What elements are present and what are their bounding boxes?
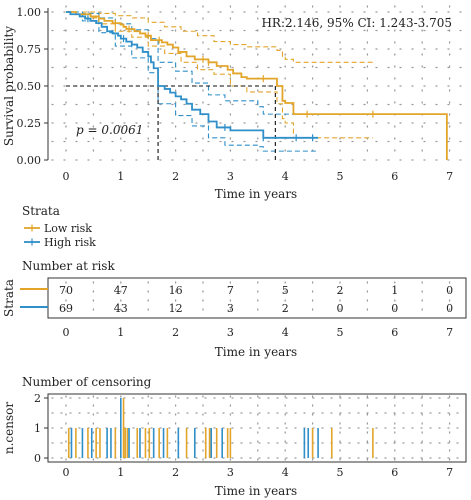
censoring-x-tick-label: 3	[227, 466, 234, 479]
km-x-tick-label: 2	[172, 170, 179, 183]
km-y-tick-label: 0.50	[17, 80, 42, 93]
risk-table-x-label: Time in years	[215, 345, 297, 359]
risk-value: 43	[114, 302, 128, 315]
risk-table-row-keys	[20, 288, 48, 308]
km-y-ticks: 0.00 0.25 0.50 0.75 1.00	[17, 6, 48, 167]
risk-x-tick-label: 7	[446, 326, 453, 339]
risk-value: 0	[337, 302, 344, 315]
risk-value: 47	[114, 284, 128, 297]
km-y-tick-label: 1.00	[17, 6, 42, 19]
km-x-tick-label: 6	[391, 170, 398, 183]
censoring-x-tick-label: 2	[172, 466, 179, 479]
censoring-y-ticks: 0 1 2	[34, 392, 48, 465]
legend-label: Low risk	[44, 222, 92, 235]
risk-value: 12	[169, 302, 183, 315]
survival-curve-high-risk	[66, 11, 319, 139]
censoring-y-tick-label: 1	[34, 422, 41, 435]
censoring-frame	[47, 393, 467, 463]
km-x-tick-label: 1	[117, 170, 124, 183]
km-y-tick-label: 0.25	[17, 117, 42, 130]
km-x-tick-label: 5	[337, 170, 344, 183]
km-median-lines	[66, 85, 276, 160]
censoring-x-tick-label: 6	[391, 466, 398, 479]
km-x-axis-label: Time in years	[215, 187, 297, 201]
km-y-tick-label: 0.00	[17, 154, 42, 167]
risk-table-x-ticks: 0 1 2 3 4 5 6 7	[63, 326, 454, 339]
risk-value: 0	[446, 284, 453, 297]
km-x-tick-label: 7	[446, 170, 453, 183]
censoring-x-tick-label: 5	[337, 466, 344, 479]
risk-value: 3	[227, 302, 234, 315]
km-curves	[66, 11, 448, 160]
censoring-grid	[51, 395, 463, 461]
km-x-tick-label: 0	[63, 170, 70, 183]
km-x-tick-label: 4	[282, 170, 289, 183]
censoring-title: Number of censoring	[22, 375, 152, 389]
risk-value: 2	[282, 302, 289, 315]
risk-value: 2	[337, 284, 344, 297]
ci-lower-low-risk	[66, 11, 373, 139]
censoring-x-label: Time in years	[215, 484, 297, 498]
censoring-y-label: n.censor	[2, 402, 16, 454]
ci-upper-low-risk	[66, 11, 373, 63]
risk-x-tick-label: 2	[172, 326, 179, 339]
survival-curve-low-risk	[66, 11, 448, 160]
risk-value: 1	[391, 284, 398, 297]
risk-value: 0	[446, 302, 453, 315]
km-panel: 0.00 0.25 0.50 0.75 1.00 0 1 2 3 4 5 6 7 Survival p…	[2, 5, 467, 201]
km-censor-marks	[87, 15, 374, 142]
risk-x-tick-label: 4	[282, 326, 289, 339]
risk-value: 0	[391, 302, 398, 315]
risk-value: 16	[169, 284, 183, 297]
risk-value: 7	[227, 284, 234, 297]
censoring-x-ticks: 0 1 2 3 4 5 6 7	[63, 466, 454, 479]
km-y-tick-label: 0.75	[17, 43, 42, 56]
risk-x-tick-label: 1	[117, 326, 124, 339]
censoring-y-tick-label: 0	[34, 452, 41, 465]
risk-x-tick-label: 6	[391, 326, 398, 339]
risk-value: 69	[59, 302, 73, 315]
risk-table-grid	[65, 281, 451, 317]
risk-table-values: 70 47 16 7 5 2 1 0 69 43 12 3 2 0 0 0	[59, 284, 453, 315]
censoring-y-tick-label: 2	[34, 392, 41, 405]
km-y-axis-label: Survival probability	[2, 26, 16, 146]
censoring-x-tick-label: 4	[282, 466, 289, 479]
ci-lower-high-risk	[66, 11, 319, 152]
risk-value: 70	[59, 284, 73, 297]
risk-x-tick-label: 5	[337, 326, 344, 339]
risk-x-tick-label: 0	[63, 326, 70, 339]
censoring-x-tick-label: 1	[117, 466, 124, 479]
censoring-x-tick-label: 7	[446, 466, 453, 479]
hr-annotation: HR:2.146, 95% CI: 1.243-3.705	[261, 16, 452, 30]
p-value-annotation: p = 0.0061	[76, 123, 143, 137]
legend-title: Strata	[22, 204, 60, 218]
censoring-bars	[67, 398, 374, 458]
risk-table-y-label: Strata	[2, 279, 16, 317]
risk-value: 5	[282, 284, 289, 297]
km-x-ticks: 0 1 2 3 4 5 6 7	[63, 170, 454, 183]
risk-x-tick-label: 3	[227, 326, 234, 339]
risk-table-frame	[47, 277, 467, 319]
risk-table-title: Number at risk	[22, 259, 115, 273]
censoring-x-tick-label: 0	[63, 466, 70, 479]
km-x-tick-label: 3	[227, 170, 234, 183]
legend-label: High risk	[44, 236, 96, 249]
censoring-panel: Number of censoring 0 1 2 0 1 2 3 4 5 6 7 n.censo…	[2, 375, 467, 498]
